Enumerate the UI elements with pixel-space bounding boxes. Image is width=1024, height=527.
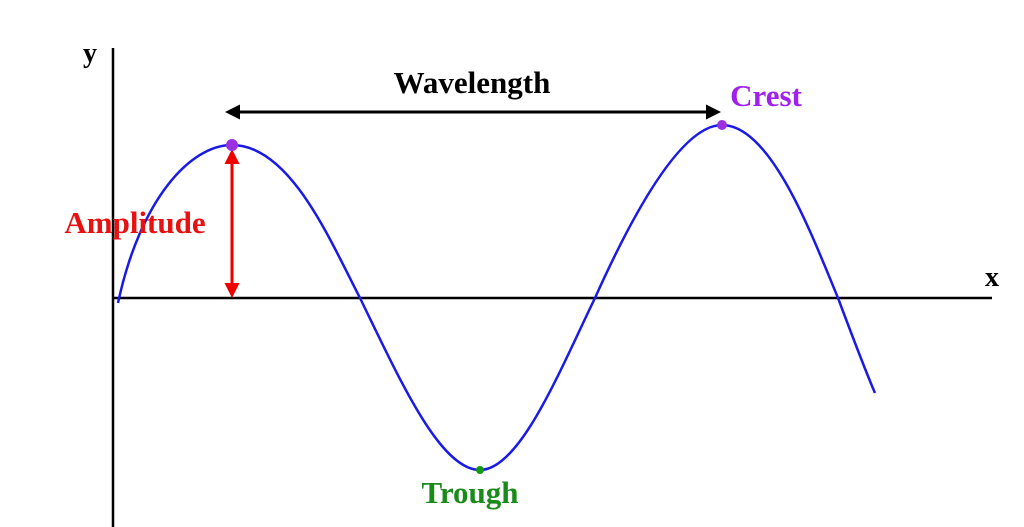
wave <box>116 123 877 472</box>
amplitude-label: Amplitude <box>64 205 205 240</box>
trough-label: Trough <box>421 475 518 510</box>
trough-point <box>476 466 484 474</box>
y-axis-label: y <box>83 38 97 69</box>
crest-point <box>226 139 238 151</box>
crest-label: Crest <box>730 78 802 113</box>
wavelength-label: Wavelength <box>394 65 551 100</box>
x-axis-label: x <box>985 262 999 293</box>
crest-point <box>717 120 727 130</box>
